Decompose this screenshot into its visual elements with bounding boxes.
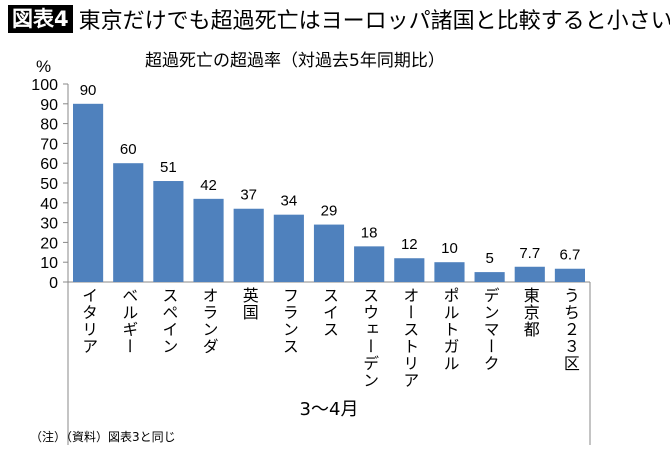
figure-title-text: 東京だけでも超過死亡はヨーロッパ諸国と比較すると小さい [78,9,670,34]
y-tick-label: 60 [40,156,58,173]
bar [193,198,224,282]
y-tick-label: 90 [40,97,58,114]
data-label: 12 [401,236,418,253]
data-label: 90 [80,82,97,99]
bar [434,262,465,282]
category-label: うち２３区 [560,287,580,372]
category-label: イタリア [79,287,99,355]
bar [113,163,144,282]
data-label: 60 [120,141,137,158]
data-label: 42 [200,177,217,194]
category-label: ベルギー [119,287,139,355]
y-tick-label: 20 [40,235,58,252]
category-label: フランス [279,287,299,355]
category-label: オランダ [199,287,219,355]
category-label: ポルトガル [440,287,460,372]
category-label: デンマーク [480,287,500,372]
footnote: （注）（資料）図表3と同じ [30,430,176,444]
bar [474,272,505,282]
y-tick-label: 0 [49,275,58,292]
figure-badge: 図表4 [8,5,73,33]
y-tick-label: 80 [40,117,58,134]
y-tick-label: 50 [40,176,58,193]
category-label: スウェーデン [360,287,380,389]
y-axis-unit: % [36,57,51,76]
bar [273,214,304,282]
bar [233,208,264,282]
category-label: スペイン [159,287,179,355]
category-label: 英国 [239,287,259,321]
data-label: 29 [321,203,338,220]
bar [514,266,545,282]
bar [313,224,345,282]
category-label: スイス [320,287,339,338]
data-label: 34 [281,193,298,210]
data-label: 18 [361,224,378,241]
category-label: 東京都 [520,287,540,338]
bar [394,258,425,282]
data-label: 5 [485,250,493,267]
data-label: 7.7 [519,245,540,262]
x-axis-label: 3〜4月 [300,399,359,420]
bar [354,246,385,282]
y-tick-label: 100 [31,77,58,94]
data-label: 6.7 [559,247,580,264]
y-tick-label: 70 [40,136,58,153]
bar [554,268,585,282]
data-label: 10 [441,240,458,257]
data-label: 51 [160,159,177,176]
category-label: オーストリア [400,287,420,389]
y-tick-label: 30 [40,216,58,233]
chart-title: 超過死亡の超過率（対過去5年同期比） [145,51,445,71]
y-tick-label: 10 [40,255,58,272]
figure-title: 図表4 東京だけでも超過死亡はヨーロッパ諸国と比較すると小さい [8,4,670,34]
bar [153,181,184,282]
y-tick-label: 40 [40,196,58,213]
bar [73,103,104,282]
data-label: 37 [240,187,257,204]
